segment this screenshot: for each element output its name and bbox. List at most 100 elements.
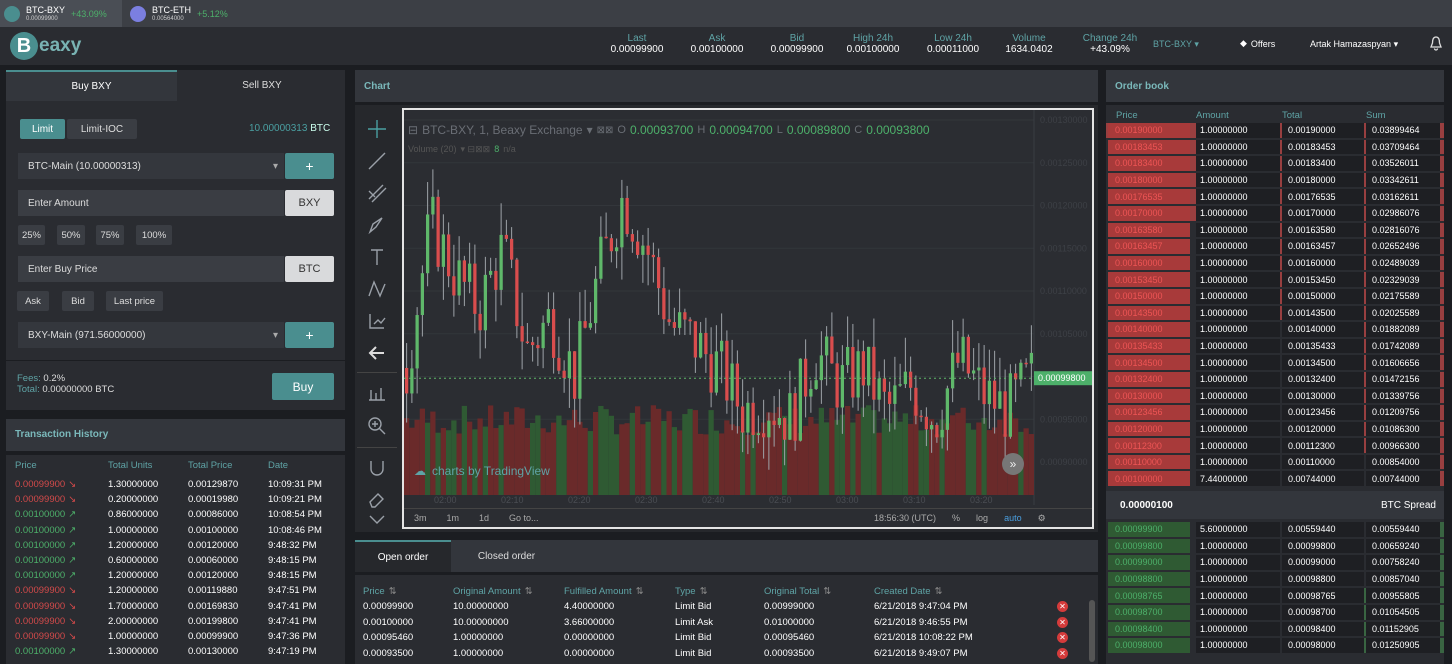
chart-frame[interactable]: 0.00130000 0.00125000 0.00120000 0.00115000… xyxy=(402,108,1094,529)
ask-row[interactable]: 0.00170000 1.00000000 0.00170000 0.02986076 xyxy=(1106,205,1444,222)
tab-closed-order[interactable]: Closed order xyxy=(477,550,536,562)
history-price-cell: 0.00099900 ↘ xyxy=(15,631,108,642)
ruler-icon[interactable] xyxy=(366,383,388,405)
add-wallet-button[interactable]: + xyxy=(285,322,334,348)
cancel-order-icon[interactable]: ✕ xyxy=(1057,601,1068,613)
amount-input[interactable]: Enter Amount xyxy=(18,190,284,216)
order-type-limit[interactable]: Limit xyxy=(20,119,65,139)
bell-icon[interactable] xyxy=(1430,36,1442,52)
text-tool-icon[interactable] xyxy=(366,246,388,268)
pct-75-button[interactable]: 75% xyxy=(96,225,124,245)
bid-row[interactable]: 0.00099800 1.00000000 0.00099800 0.00659240 xyxy=(1106,538,1444,555)
orders-col-0[interactable]: Price ⇅ xyxy=(363,586,453,597)
bid-row[interactable]: 0.00098400 1.00000000 0.00098400 0.01152905 xyxy=(1106,621,1444,638)
ask-row[interactable]: 0.00176535 1.00000000 0.00176535 0.03162611 xyxy=(1106,188,1444,205)
pct-50-button[interactable]: 50% xyxy=(57,225,85,245)
ask-row[interactable]: 0.00110000 1.00000000 0.00110000 0.00854000 xyxy=(1106,454,1444,471)
candlestick-chart[interactable]: 0.00130000 0.00125000 0.00120000 0.00115000… xyxy=(404,110,1092,527)
tab-sell[interactable]: Sell BXY xyxy=(179,70,345,101)
ask-row[interactable]: 0.00120000 1.00000000 0.00120000 0.01086300 xyxy=(1106,421,1444,438)
ticker-btc-eth[interactable]: BTC-ETH 0.00564000 +5.12% xyxy=(126,0,246,27)
bid-row[interactable]: 0.00098000 1.00000000 0.00098000 0.01250905 xyxy=(1106,637,1444,654)
bid-row[interactable]: 0.00098700 1.00000000 0.00098700 0.01054505 xyxy=(1106,604,1444,621)
range-1m[interactable]: 1m xyxy=(446,513,460,523)
tab-open-order[interactable]: Open order xyxy=(355,540,451,572)
orders-col-3[interactable]: Type ⇅ xyxy=(675,586,764,597)
chevron-down-icon[interactable] xyxy=(366,511,388,527)
pattern-tool-icon[interactable] xyxy=(366,278,388,300)
ask-row[interactable]: 0.00183400 1.00000000 0.00183400 0.03526011 xyxy=(1106,155,1444,172)
orders-col-4[interactable]: Original Total ⇅ xyxy=(764,586,874,597)
user-menu[interactable]: Artak Hamazaspyan ▾ xyxy=(1310,39,1398,50)
volume-bar xyxy=(561,425,567,495)
bid-row[interactable]: 0.00099900 5.60000000 0.00559440 0.00559440 xyxy=(1106,521,1444,538)
ticker-btc-bxy[interactable]: BTC-BXY 0.00099900 +43.09% xyxy=(0,0,122,27)
cancel-order-icon[interactable]: ✕ xyxy=(1057,647,1068,659)
last-price-button[interactable]: Last price xyxy=(106,291,163,311)
cancel-order-icon[interactable]: ✕ xyxy=(1057,616,1068,628)
settings-icon[interactable]: ⊠⊠ xyxy=(596,124,614,136)
ask-row[interactable]: 0.00160000 1.00000000 0.00160000 0.02489039 xyxy=(1106,255,1444,272)
wallet-select-btc[interactable]: BTC-Main (10.00000313) ▾ xyxy=(18,153,284,179)
offers-button[interactable]: ◆ Offers xyxy=(1240,38,1275,49)
ask-row[interactable]: 0.00143500 1.00000000 0.00143500 0.02025589 xyxy=(1106,305,1444,322)
eraser-icon[interactable] xyxy=(366,488,388,510)
ask-row[interactable]: 0.00150000 1.00000000 0.00150000 0.02175589 xyxy=(1106,288,1444,305)
brush-icon[interactable] xyxy=(366,214,388,236)
ob-amount: 1.00000000 xyxy=(1196,123,1280,138)
pct-100-button[interactable]: 100% xyxy=(136,225,172,245)
ask-row[interactable]: 0.00183453 1.00000000 0.00183453 0.03709464 xyxy=(1106,139,1444,156)
ask-row[interactable]: 0.00100000 7.44000000 0.00744000 0.00744000 xyxy=(1106,470,1444,487)
arrow-left-icon[interactable] xyxy=(366,342,388,364)
ask-row[interactable]: 0.00180000 1.00000000 0.00180000 0.03342611 xyxy=(1106,172,1444,189)
crosshair-icon[interactable] xyxy=(366,118,388,140)
ask-row[interactable]: 0.00190000 1.00000000 0.00190000 0.03899464 xyxy=(1106,122,1444,139)
orders-scrollbar[interactable] xyxy=(1089,600,1095,662)
gear-icon[interactable]: ⚙ xyxy=(1037,513,1046,523)
trend-line-icon[interactable] xyxy=(366,150,388,172)
fib-tool-icon[interactable] xyxy=(366,182,388,204)
ask-row[interactable]: 0.00163457 1.00000000 0.00163457 0.02652496 xyxy=(1106,238,1444,255)
add-wallet-button[interactable]: + xyxy=(285,153,334,179)
ask-row[interactable]: 0.00163580 1.00000000 0.00163580 0.02816076 xyxy=(1106,222,1444,239)
range-1d[interactable]: 1d xyxy=(479,513,490,523)
zoom-in-icon[interactable] xyxy=(366,415,388,437)
beaxy-logo[interactable]: B eaxy xyxy=(10,32,81,60)
percent-toggle[interactable]: % xyxy=(952,513,961,523)
buy-button[interactable]: Buy xyxy=(272,373,334,400)
ask-row[interactable]: 0.00132400 1.00000000 0.00132400 0.01472156 xyxy=(1106,371,1444,388)
ask-row[interactable]: 0.00130000 1.00000000 0.00130000 0.01339756 xyxy=(1106,388,1444,405)
order-type-limit-ioc[interactable]: Limit-IOC xyxy=(67,119,137,139)
ask-row[interactable]: 0.00112300 1.00000000 0.00112300 0.00966300 xyxy=(1106,437,1444,454)
ask-button[interactable]: Ask xyxy=(17,291,49,311)
bid-row[interactable]: 0.00099000 1.00000000 0.00099000 0.00758240 xyxy=(1106,554,1444,571)
ask-row[interactable]: 0.00135433 1.00000000 0.00135433 0.01742089 xyxy=(1106,338,1444,355)
buy-price-input[interactable]: Enter Buy Price xyxy=(18,256,284,282)
ask-row[interactable]: 0.00153450 1.00000000 0.00153450 0.02329039 xyxy=(1106,271,1444,288)
tradingview-watermark[interactable]: ☁ charts by TradingView xyxy=(414,464,550,478)
ask-row[interactable]: 0.00140000 1.00000000 0.00140000 0.01882089 xyxy=(1106,321,1444,338)
prediction-tool-icon[interactable] xyxy=(366,310,388,332)
tab-buy[interactable]: Buy BXY xyxy=(6,70,177,101)
auto-toggle[interactable]: auto xyxy=(1004,513,1022,523)
history-units: 1.20000000 xyxy=(108,570,159,582)
log-toggle[interactable]: log xyxy=(976,513,989,523)
ask-row[interactable]: 0.00123456 1.00000000 0.00123456 0.01209756 xyxy=(1106,404,1444,421)
ask-row[interactable]: 0.00134500 1.00000000 0.00134500 0.01606656 xyxy=(1106,354,1444,371)
pair-select[interactable]: BTC-BXY ▾ xyxy=(1153,39,1199,50)
bid-row[interactable]: 0.00098800 1.00000000 0.00098800 0.00857040 xyxy=(1106,571,1444,588)
bid-button[interactable]: Bid xyxy=(62,291,94,311)
range-3m[interactable]: 3m xyxy=(414,513,427,523)
bid-row[interactable]: 0.00098765 1.00000000 0.00098765 0.00955805 xyxy=(1106,587,1444,604)
orders-col-2[interactable]: Fulfilled Amount ⇅ xyxy=(564,586,675,597)
magnet-icon[interactable] xyxy=(366,457,388,479)
collapse-icon[interactable]: ⊟ xyxy=(408,123,419,137)
wallet-select-bxy[interactable]: BXY-Main (971.56000000) ▾ xyxy=(18,322,284,348)
orders-col-5[interactable]: Created Date ⇅ xyxy=(874,586,1054,597)
chart-symbol[interactable]: BTC-BXY, 1, Beaxy Exchange xyxy=(422,123,583,137)
cancel-order-icon[interactable]: ✕ xyxy=(1057,632,1068,644)
scroll-to-latest-button[interactable]: » xyxy=(1002,453,1024,475)
pct-25-button[interactable]: 25% xyxy=(18,225,45,245)
orders-col-1[interactable]: Original Amount ⇅ xyxy=(453,586,564,597)
goto-button[interactable]: Go to... xyxy=(509,513,539,523)
